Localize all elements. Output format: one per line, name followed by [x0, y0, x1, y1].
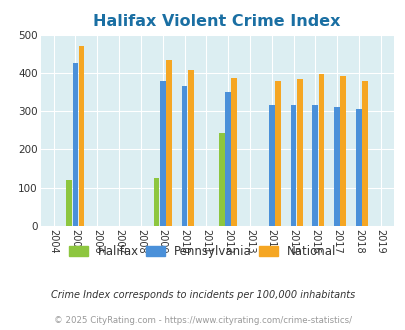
Bar: [333, 107, 339, 226]
Bar: [339, 76, 345, 226]
Bar: [166, 60, 171, 226]
Bar: [153, 178, 159, 226]
Bar: [274, 82, 280, 226]
Title: Halifax Violent Crime Index: Halifax Violent Crime Index: [93, 14, 340, 29]
Bar: [312, 106, 318, 226]
Legend: Halifax, Pennsylvania, National: Halifax, Pennsylvania, National: [64, 241, 341, 263]
Bar: [160, 81, 165, 226]
Bar: [361, 81, 367, 226]
Bar: [181, 86, 187, 226]
Bar: [231, 78, 237, 226]
Bar: [225, 92, 230, 226]
Bar: [290, 106, 296, 226]
Bar: [187, 70, 193, 226]
Bar: [66, 180, 72, 226]
Text: © 2025 CityRating.com - https://www.cityrating.com/crime-statistics/: © 2025 CityRating.com - https://www.city…: [54, 316, 351, 325]
Bar: [79, 46, 84, 226]
Bar: [268, 106, 274, 226]
Bar: [72, 63, 78, 226]
Text: Crime Index corresponds to incidents per 100,000 inhabitants: Crime Index corresponds to incidents per…: [51, 290, 354, 300]
Bar: [355, 109, 361, 226]
Bar: [318, 74, 324, 226]
Bar: [296, 79, 302, 226]
Bar: [219, 133, 224, 226]
